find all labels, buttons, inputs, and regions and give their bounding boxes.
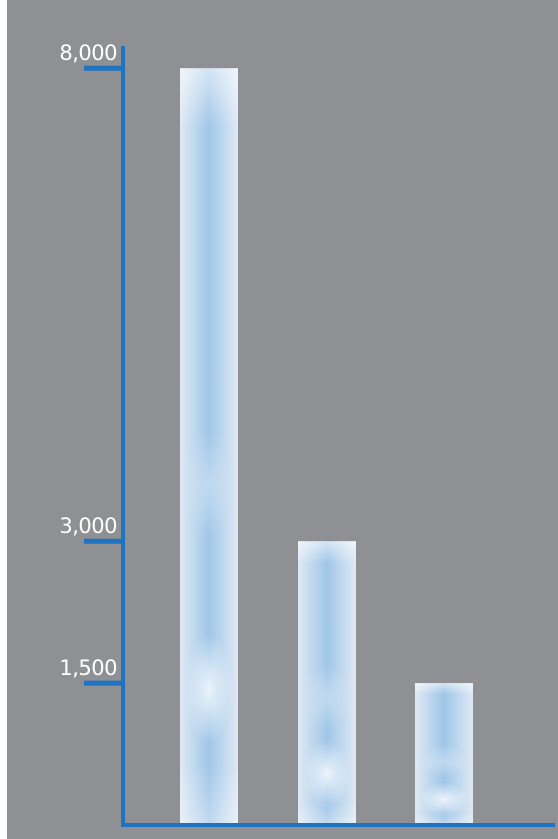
chart-background bbox=[7, 0, 558, 839]
ticks-layer: 1,500 3,000 8,000 bbox=[59, 41, 123, 686]
bar-glow bbox=[419, 744, 469, 779]
bar-1 bbox=[180, 68, 238, 826]
bar-glow bbox=[184, 429, 234, 540]
axes-layer bbox=[121, 46, 555, 827]
bar-glow bbox=[184, 633, 234, 744]
bar-2 bbox=[298, 541, 356, 825]
bar-glow bbox=[419, 782, 469, 817]
bar-glow bbox=[302, 663, 352, 732]
bars-layer bbox=[180, 68, 473, 826]
y-tick-label: 3,000 bbox=[59, 514, 117, 538]
bar-glow bbox=[302, 739, 352, 808]
y-tick-label: 8,000 bbox=[59, 41, 117, 65]
y-tick-label: 1,500 bbox=[59, 656, 117, 680]
bar-3 bbox=[415, 683, 473, 825]
